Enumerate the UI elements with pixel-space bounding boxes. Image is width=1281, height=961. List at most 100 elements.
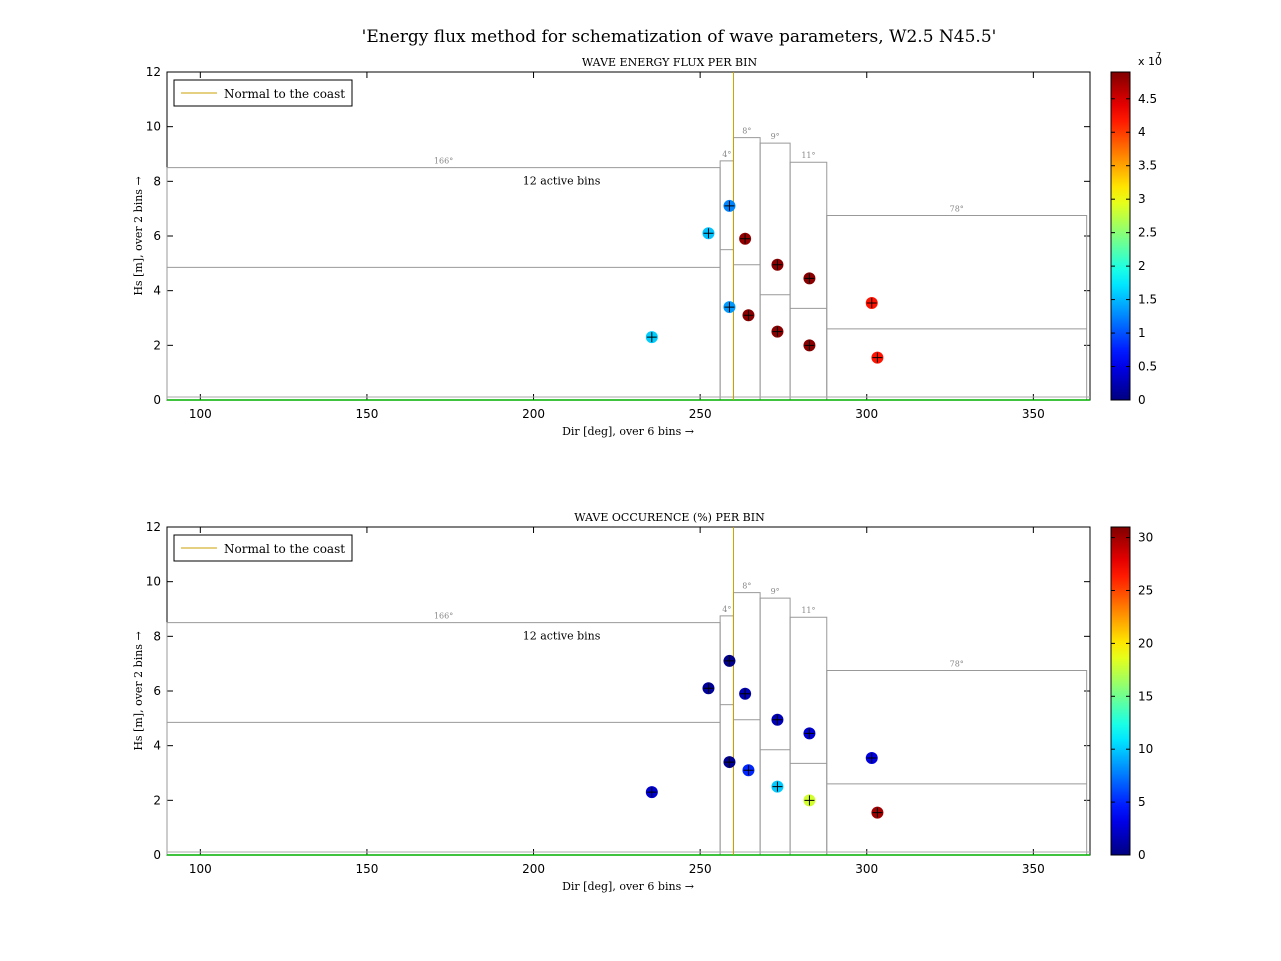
colorbar-gradient — [1110, 526, 1131, 856]
data-point-cross — [743, 310, 754, 321]
colorbar-tick-label: 0.5 — [1138, 360, 1157, 374]
colorbar-tick-label: 30 — [1138, 531, 1153, 545]
bin-width-label: 11° — [801, 151, 815, 160]
colorbar-tick-label: 2 — [1138, 259, 1146, 273]
y-tick-label: 0 — [153, 393, 161, 407]
data-point-cross — [804, 340, 815, 351]
y-axis-label: Hs [m], over 2 bins → — [132, 176, 145, 295]
x-tick-label: 250 — [689, 862, 712, 876]
x-tick-label: 350 — [1022, 407, 1045, 421]
y-tick-label: 12 — [146, 65, 161, 79]
colorbar-tick-label: 4.5 — [1138, 92, 1157, 106]
colorbar-tick-label: 1 — [1138, 326, 1146, 340]
colorbar-scale-label: x 10 — [1138, 55, 1162, 68]
data-point-cross — [804, 273, 815, 284]
data-point-cross — [646, 787, 657, 798]
bin-width-label: 78° — [950, 205, 964, 214]
colorbar-tick-label: 15 — [1138, 689, 1153, 703]
data-point-cross — [724, 302, 735, 313]
x-tick-label: 350 — [1022, 862, 1045, 876]
y-tick-label: 0 — [153, 848, 161, 862]
data-point-cross — [772, 259, 783, 270]
bin-width-label: 8° — [742, 127, 751, 136]
bin-width-label: 4° — [722, 150, 731, 159]
colorbar-tick-label: 4 — [1138, 125, 1146, 139]
bin-width-label: 4° — [722, 605, 731, 614]
colorbar-tick-label: 25 — [1138, 583, 1153, 597]
x-tick-label: 250 — [689, 407, 712, 421]
colorbar-tick-label: 5 — [1138, 795, 1146, 809]
legend: Normal to the coast — [173, 534, 353, 562]
data-point-cross — [772, 714, 783, 725]
colorbar-tick-label: 20 — [1138, 636, 1153, 650]
legend: Normal to the coast — [173, 79, 353, 107]
y-tick-label: 2 — [153, 793, 161, 807]
y-tick-label: 2 — [153, 338, 161, 352]
bin-width-label: 9° — [771, 587, 780, 596]
colorbar-tick-label: 0 — [1138, 393, 1146, 407]
y-tick-label: 10 — [146, 120, 161, 134]
bin-width-label: 8° — [742, 582, 751, 591]
colorbar: 0 0.5 1 1.5 2 2.5 3 3.5 4 4.5 x 107 — [1110, 51, 1162, 407]
legend-label: Normal to the coast — [224, 87, 345, 101]
y-tick-label: 12 — [146, 520, 161, 534]
bin-width-label: 166° — [434, 157, 453, 166]
x-axis-label: Dir [deg], over 6 bins → — [562, 425, 694, 438]
y-axis-label: Hs [m], over 2 bins → — [132, 631, 145, 750]
x-tick-label: 100 — [189, 407, 212, 421]
bin-width-label: 11° — [801, 606, 815, 615]
data-point-cross — [724, 655, 735, 666]
colorbar-tick-label: 0 — [1138, 848, 1146, 862]
axes-box — [166, 526, 1091, 856]
data-point-cross — [804, 728, 815, 739]
colorbar-tick-label: 1.5 — [1138, 293, 1157, 307]
y-tick-label: 4 — [153, 284, 161, 298]
axes-box — [166, 71, 1091, 401]
bin-width-label: 78° — [950, 660, 964, 669]
subplot-title: WAVE ENERGY FLUX PER BIN — [582, 56, 758, 69]
x-tick-label: 100 — [189, 862, 212, 876]
data-point-cross — [866, 297, 877, 308]
x-tick-label: 200 — [522, 862, 545, 876]
data-point-cross — [724, 757, 735, 768]
x-tick-label: 300 — [855, 407, 878, 421]
y-tick-label: 8 — [153, 174, 161, 188]
x-tick-label: 150 — [355, 862, 378, 876]
data-point-cross — [703, 228, 714, 239]
y-tick-label: 4 — [153, 739, 161, 753]
data-point-cross — [743, 765, 754, 776]
colorbar-scale-exponent: 7 — [1156, 51, 1161, 60]
x-tick-label: 200 — [522, 407, 545, 421]
colorbar-tick-label: 2.5 — [1138, 226, 1157, 240]
colorbar-tick-label: 10 — [1138, 742, 1153, 756]
y-tick-label: 8 — [153, 629, 161, 643]
colorbar-gradient — [1110, 71, 1131, 401]
x-tick-label: 150 — [355, 407, 378, 421]
data-point-cross — [872, 352, 883, 363]
data-point-cross — [772, 326, 783, 337]
y-tick-label: 6 — [153, 684, 161, 698]
data-point-cross — [740, 688, 751, 699]
data-point-cross — [872, 807, 883, 818]
data-point-cross — [866, 752, 877, 763]
y-tick-label: 10 — [146, 575, 161, 589]
y-tick-label: 6 — [153, 229, 161, 243]
subplot-title: WAVE OCCURENCE (%) PER BIN — [574, 511, 765, 524]
data-point-cross — [740, 233, 751, 244]
legend-label: Normal to the coast — [224, 542, 345, 556]
data-point-cross — [703, 683, 714, 694]
bin-width-label: 166° — [434, 612, 453, 621]
colorbar-tick-label: 3.5 — [1138, 159, 1157, 173]
colorbar-tick-label: 3 — [1138, 192, 1146, 206]
active-bins-annotation: 12 active bins — [523, 630, 601, 643]
bin-width-label: 9° — [771, 132, 780, 141]
colorbar: 0 5 10 15 20 25 30 — [1110, 526, 1153, 862]
data-point-cross — [724, 200, 735, 211]
figure-suptitle: 'Energy flux method for schematization o… — [362, 27, 997, 47]
data-point-cross — [772, 781, 783, 792]
x-tick-label: 300 — [855, 862, 878, 876]
